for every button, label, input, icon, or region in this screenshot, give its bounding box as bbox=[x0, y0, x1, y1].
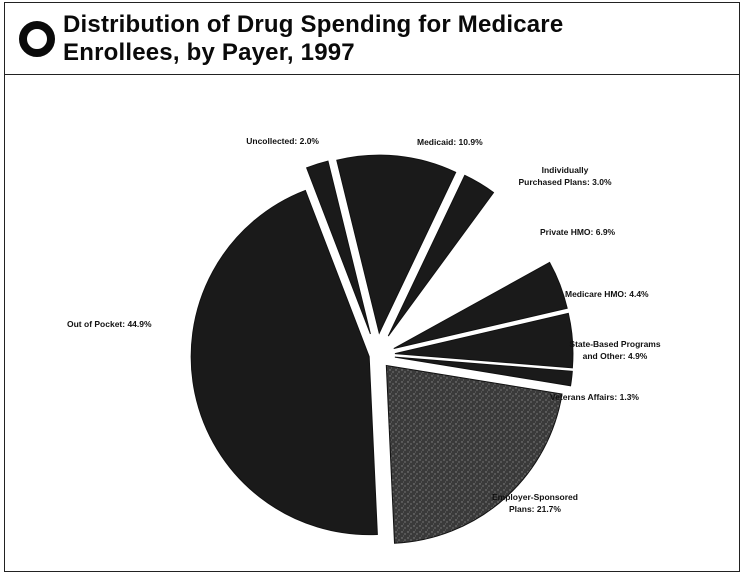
slice-label: Individually Purchased Plans: 3.0% bbox=[518, 165, 612, 187]
pie-slice bbox=[394, 356, 573, 387]
pie-slice bbox=[393, 196, 550, 341]
chart-title: Distribution of Drug Spending for Medica… bbox=[63, 11, 563, 67]
slice-label: Medicare HMO: 4.4% bbox=[565, 289, 649, 299]
slice-label: Private HMO: 6.9% bbox=[540, 227, 616, 237]
pie-slice bbox=[190, 189, 378, 536]
slice-label: Employer-Sponsored Plans: 21.7% bbox=[492, 492, 578, 514]
slice-label: Out of Pocket: 44.9% bbox=[67, 319, 152, 329]
chart-title-line-1: Distribution of Drug Spending for Medica… bbox=[63, 11, 564, 38]
pie-chart: Uncollected: 2.0% Medicaid: 10.9% Individu… bbox=[67, 136, 661, 544]
pie-slice bbox=[394, 312, 574, 369]
slice-label: Medicaid: 10.9% bbox=[417, 137, 483, 147]
ring-logo-icon bbox=[19, 21, 55, 57]
slice-label: Uncollected: 2.0% bbox=[246, 136, 319, 146]
pie-slice bbox=[305, 160, 371, 335]
pie-slice bbox=[387, 174, 495, 337]
pie-slice bbox=[393, 261, 568, 350]
chart-header: Distribution of Drug Spending for Medica… bbox=[5, 3, 739, 75]
slice-label: Veterans Affairs: 1.3% bbox=[550, 392, 639, 402]
pie-slice bbox=[385, 364, 563, 544]
chart-title-line-2: Enrollees, by Payer, 1997 bbox=[63, 39, 355, 66]
slice-label: State-Based Programs and Other: 4.9% bbox=[569, 339, 660, 361]
pie-slice bbox=[336, 154, 457, 335]
chart-frame: Distribution of Drug Spending for Medica… bbox=[4, 2, 740, 572]
